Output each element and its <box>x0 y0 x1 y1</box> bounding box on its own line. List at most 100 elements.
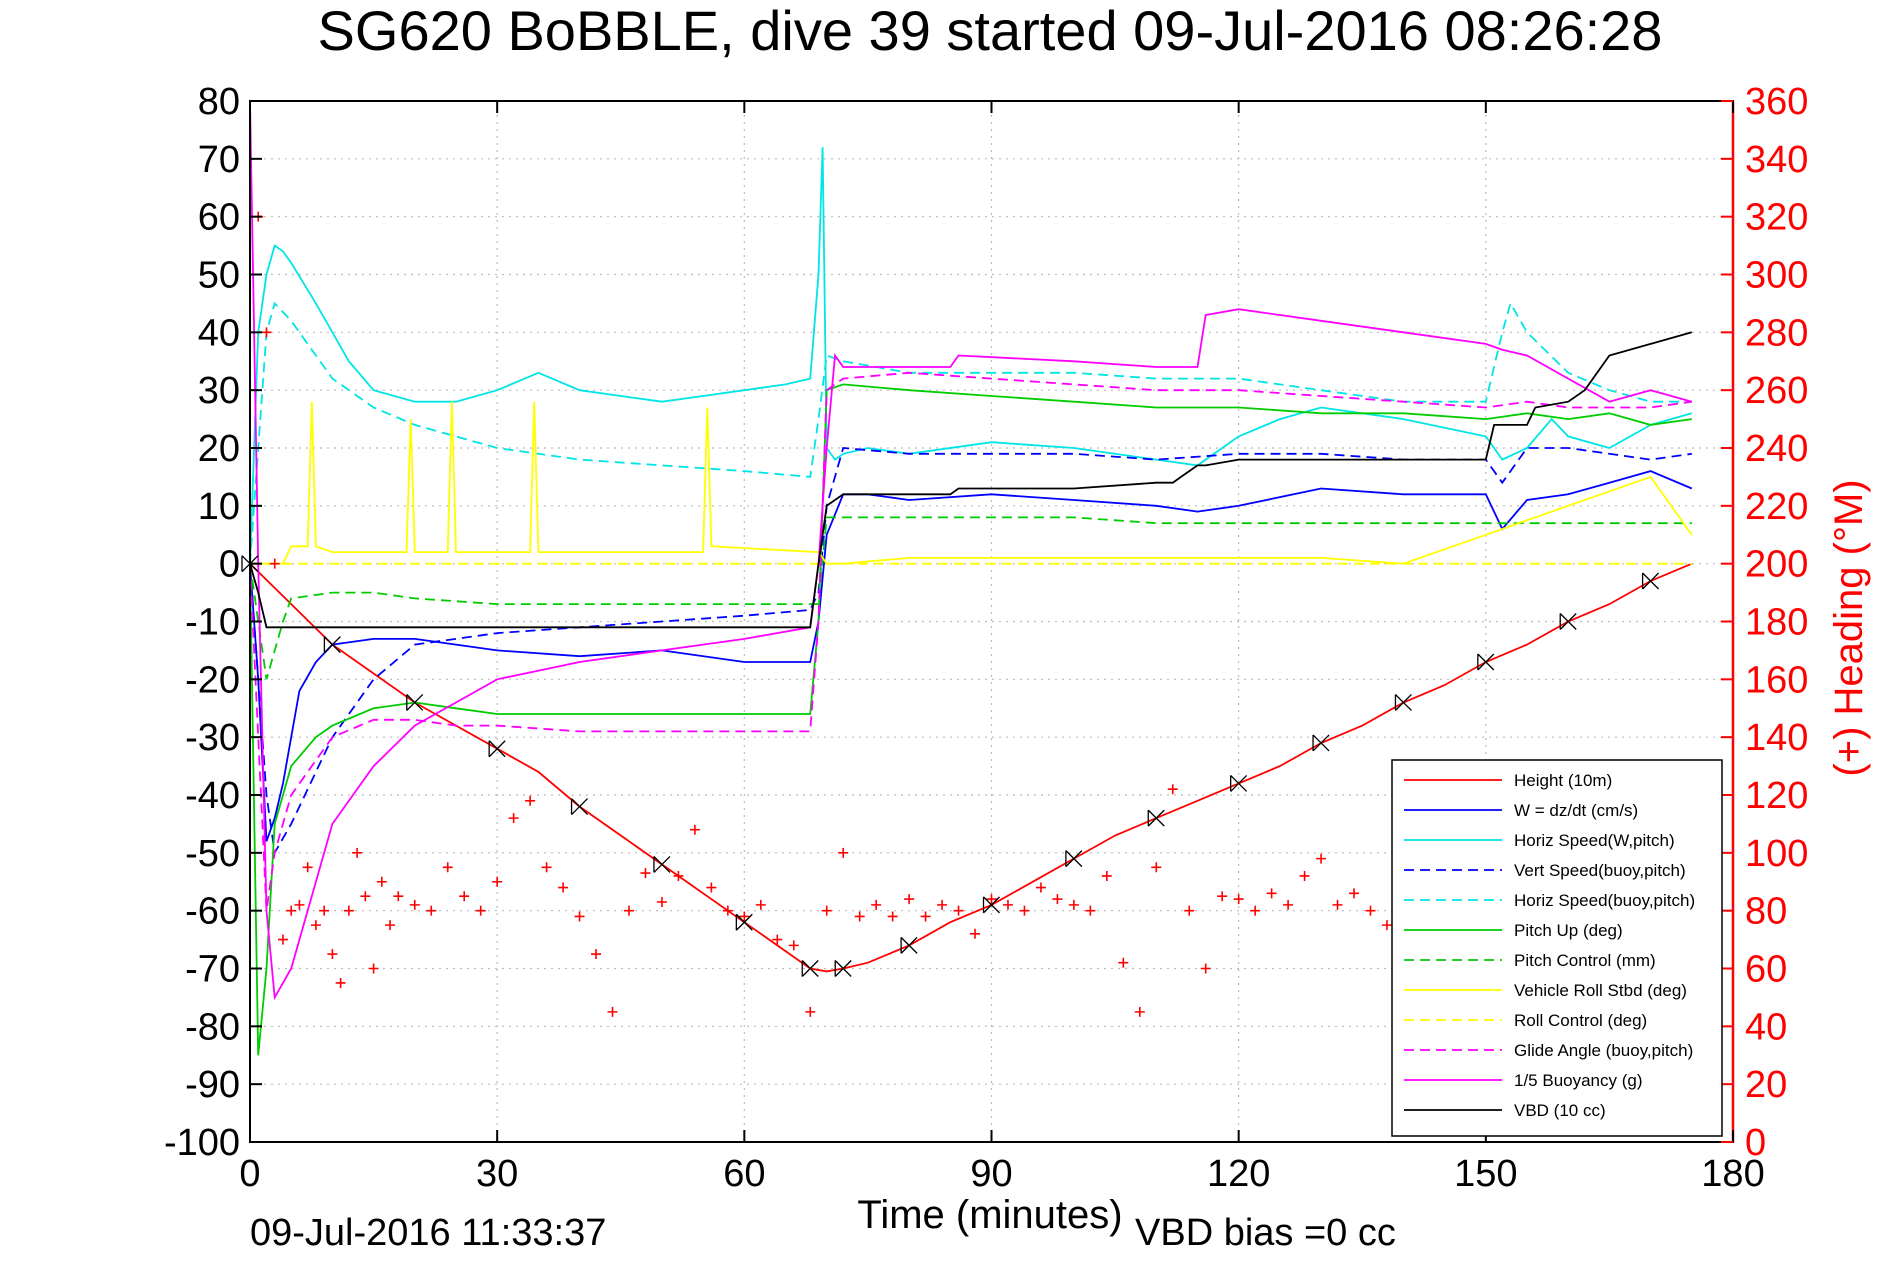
x-tick-label: 120 <box>1207 1153 1270 1195</box>
series-line <box>249 147 1693 564</box>
y-tick-label: 0 <box>219 544 240 586</box>
y2-tick-label: 300 <box>1745 255 1808 297</box>
heading-point <box>1299 870 1310 881</box>
heading-point <box>360 891 371 902</box>
heading-point <box>1283 899 1294 910</box>
heading-point <box>302 862 313 873</box>
heading-point <box>1167 784 1178 795</box>
x-tick-label: 90 <box>970 1153 1012 1195</box>
legend-label: VBD (10 cc) <box>1514 1101 1606 1120</box>
heading-point <box>722 905 733 916</box>
heading-point <box>492 876 503 887</box>
x-tick-label: 0 <box>239 1153 260 1195</box>
y-tick-label: -80 <box>185 1006 240 1048</box>
series-line <box>249 447 1692 856</box>
heading-point <box>541 862 552 873</box>
legend-label: Glide Angle (buoy,pitch) <box>1514 1041 1693 1060</box>
series-line <box>249 516 1692 680</box>
y-tick-label: -20 <box>185 659 240 701</box>
y-tick-label: 20 <box>198 428 240 470</box>
heading-point <box>277 934 288 945</box>
heading-point <box>319 905 330 916</box>
heading-point <box>1134 1006 1145 1017</box>
heading-point <box>591 949 602 960</box>
y2-tick-label: 280 <box>1745 312 1808 354</box>
height-marker <box>1065 850 1083 868</box>
footer-timestamp: 09-Jul-2016 11:33:37 <box>250 1212 606 1254</box>
heading-point <box>953 905 964 916</box>
vbd-bias-note: VBD bias =0 cc <box>1135 1212 1396 1254</box>
legend-label: Pitch Up (deg) <box>1514 921 1623 940</box>
heading-point <box>1332 899 1343 910</box>
y-tick-label: 60 <box>198 197 240 239</box>
heading-point <box>525 795 536 806</box>
heading-point <box>368 963 379 974</box>
y2-tick-label: 100 <box>1745 833 1808 875</box>
heading-point <box>385 920 396 931</box>
height-marker <box>801 960 819 977</box>
heading-point <box>755 899 766 910</box>
heading-point <box>739 911 750 922</box>
y2-tick-label: 360 <box>1745 81 1808 123</box>
heading-point <box>1200 963 1211 974</box>
y-tick-label: -60 <box>185 891 240 933</box>
heading-point <box>574 911 585 922</box>
heading-point <box>393 891 404 902</box>
heading-point <box>656 896 667 907</box>
legend: Height (10m) W = dz/dt (cm/s) Horiz Speed(… <box>1391 759 1723 1137</box>
axes: 0 30 60 90 120 150 18080706050403020100-10-20-… <box>164 81 1808 1195</box>
heading-point <box>1250 905 1261 916</box>
series-line <box>249 470 1693 842</box>
heading-point <box>970 928 981 939</box>
heading-point <box>327 949 338 960</box>
y-tick-label: 10 <box>198 486 240 528</box>
y2-tick-label: 40 <box>1745 1006 1787 1048</box>
y-tick-label: -90 <box>185 1064 240 1106</box>
heading-point <box>1365 905 1376 916</box>
heading-point <box>1381 920 1392 931</box>
heading-point <box>607 1006 618 1017</box>
x-tick-label: 30 <box>476 1153 518 1195</box>
heading-point <box>310 920 321 931</box>
height-marker <box>1641 572 1660 590</box>
legend-label: W = dz/dt (cm/s) <box>1514 801 1638 820</box>
heading-point <box>1118 957 1129 968</box>
height-marker <box>653 855 671 873</box>
heading-point <box>1019 905 1030 916</box>
series-line <box>249 331 1693 629</box>
heading-point <box>623 905 634 916</box>
heading-point <box>887 911 898 922</box>
heading-point <box>261 327 272 338</box>
height-marker <box>834 960 852 977</box>
heading-point <box>788 940 799 951</box>
height-marker <box>488 740 506 758</box>
y2-tick-label: 320 <box>1745 197 1808 239</box>
heading-point <box>1266 888 1277 899</box>
height-marker <box>323 636 341 654</box>
y-tick-label: 70 <box>198 139 240 181</box>
y-tick-label: -70 <box>185 949 240 991</box>
legend-label: Pitch Control (mm) <box>1514 951 1656 970</box>
heading-point <box>904 894 915 905</box>
heading-point <box>294 899 305 910</box>
y-tick-label: 80 <box>198 81 240 123</box>
heading-point <box>1349 888 1360 899</box>
heading-point <box>920 911 931 922</box>
heading-point <box>376 876 387 887</box>
heading-point <box>838 847 849 858</box>
heading-point <box>689 824 700 835</box>
y-tick-label: 50 <box>198 255 240 297</box>
legend-label: Horiz Speed(buoy,pitch) <box>1514 891 1695 910</box>
heading-point <box>1052 894 1063 905</box>
heading-point <box>1035 882 1046 893</box>
height-marker <box>1147 809 1165 827</box>
heading-point <box>821 905 832 916</box>
y2-tick-label: 140 <box>1745 717 1808 759</box>
heading-point <box>508 813 519 824</box>
legend-label: Vert Speed(buoy,pitch) <box>1514 861 1686 880</box>
heading-point <box>335 977 346 988</box>
y-tick-label: -10 <box>185 602 240 644</box>
heading-point <box>772 934 783 945</box>
legend-label: Horiz Speed(W,pitch) <box>1514 831 1675 850</box>
